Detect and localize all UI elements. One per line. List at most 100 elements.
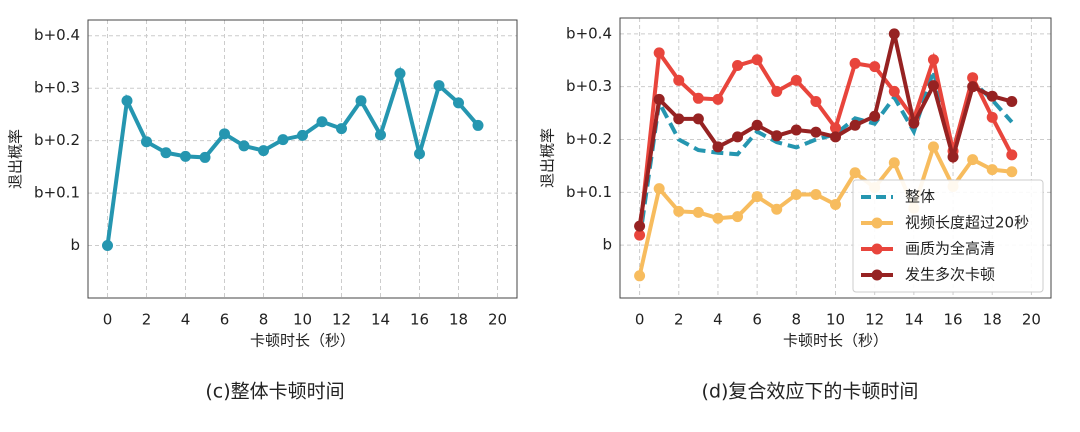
x-tick-label: 12 (332, 311, 351, 329)
data-point (751, 191, 763, 203)
data-point (355, 95, 367, 107)
data-point (751, 54, 763, 66)
data-point (888, 157, 900, 169)
data-point (1006, 95, 1018, 107)
data-point (316, 116, 328, 128)
data-point (869, 110, 881, 122)
data-point (790, 188, 802, 200)
x-tick-label: 10 (293, 311, 312, 329)
data-point (849, 57, 861, 69)
legend-box (852, 179, 1044, 293)
data-point (712, 93, 724, 105)
x-tick-label: 12 (865, 311, 884, 329)
x-tick-label: 20 (1022, 311, 1041, 329)
data-point (947, 151, 959, 163)
x-tick-label: 0 (103, 311, 113, 329)
data-point (634, 270, 646, 282)
data-point (653, 183, 665, 195)
data-point (692, 113, 704, 125)
y-tick-label: b+0.3 (566, 77, 612, 95)
x-tick-label: 4 (713, 311, 723, 329)
x-tick-label: 16 (943, 311, 962, 329)
y-tick-label: b+0.4 (566, 24, 612, 42)
y-tick-label: b+0.2 (566, 130, 612, 148)
data-point (986, 111, 998, 123)
data-point (692, 92, 704, 104)
data-point (810, 126, 822, 138)
legend-marker (871, 269, 883, 281)
data-point (810, 188, 822, 200)
data-point (394, 68, 406, 80)
data-point (433, 80, 445, 92)
data-point (1006, 149, 1018, 161)
plot-frame (87, 19, 518, 299)
data-point (653, 93, 665, 105)
data-point (790, 124, 802, 136)
data-point (238, 140, 250, 152)
x-tick-label: 10 (826, 311, 845, 329)
y-tick-label: b+0.2 (34, 131, 80, 149)
data-point (849, 119, 861, 131)
series-line (637, 33, 1013, 227)
data-point (653, 47, 665, 59)
data-point (849, 167, 861, 179)
data-point (121, 95, 133, 107)
data-point (967, 72, 979, 84)
x-tick-label: 8 (259, 311, 269, 329)
data-point (790, 74, 802, 86)
data-point (692, 206, 704, 218)
x-tick-label: 14 (904, 311, 923, 329)
legend-label: 视频长度超过20秒 (905, 214, 1029, 232)
data-point (414, 148, 425, 160)
y-axis-label: 退出概率 (7, 129, 25, 189)
legend-label: 画质为全高清 (905, 240, 995, 258)
data-point (199, 151, 211, 163)
data-point (830, 131, 841, 143)
y-tick-label: b (70, 236, 80, 254)
plot-frame (619, 17, 1052, 299)
data-point (1006, 166, 1018, 178)
data-point (927, 80, 939, 92)
data-point (986, 164, 998, 176)
data-point (986, 90, 998, 102)
data-point (141, 136, 152, 148)
series-line (105, 66, 480, 246)
data-point (634, 229, 646, 241)
data-point (634, 220, 646, 232)
data-point (375, 129, 386, 141)
x-tick-label: 8 (792, 311, 802, 329)
y-tick-label: b+0.3 (34, 79, 80, 97)
data-point (336, 123, 347, 135)
data-point (771, 130, 783, 142)
y-tick-label: b (602, 236, 612, 254)
x-tick-label: 6 (220, 311, 230, 329)
data-point (180, 150, 191, 162)
data-point (810, 95, 822, 107)
data-point (712, 212, 724, 224)
data-point (160, 147, 172, 159)
data-point (830, 122, 841, 134)
x-tick-label: 4 (181, 311, 191, 329)
y-tick-label: b+0.4 (34, 26, 80, 44)
data-point (771, 203, 783, 215)
y-tick-label: b+0.1 (34, 184, 80, 202)
data-point (673, 205, 685, 217)
legend-label: 整体 (905, 188, 935, 206)
data-point (712, 141, 724, 153)
y-axis-label: 退出概率 (539, 128, 557, 188)
x-tick-label: 18 (449, 311, 468, 329)
data-point (967, 154, 979, 166)
data-point (732, 131, 744, 143)
x-axis-label: 卡顿时长（秒） (250, 332, 355, 350)
data-point (888, 28, 900, 40)
x-tick-label: 18 (983, 311, 1002, 329)
x-tick-label: 20 (488, 311, 507, 329)
caption: (c)整体卡顿时间 (205, 381, 344, 403)
y-tick-label: b+0.1 (566, 183, 612, 201)
data-point (771, 85, 783, 97)
series-line (637, 63, 1014, 241)
data-point (453, 97, 464, 109)
x-tick-label: 0 (635, 311, 645, 329)
data-point (908, 117, 920, 129)
